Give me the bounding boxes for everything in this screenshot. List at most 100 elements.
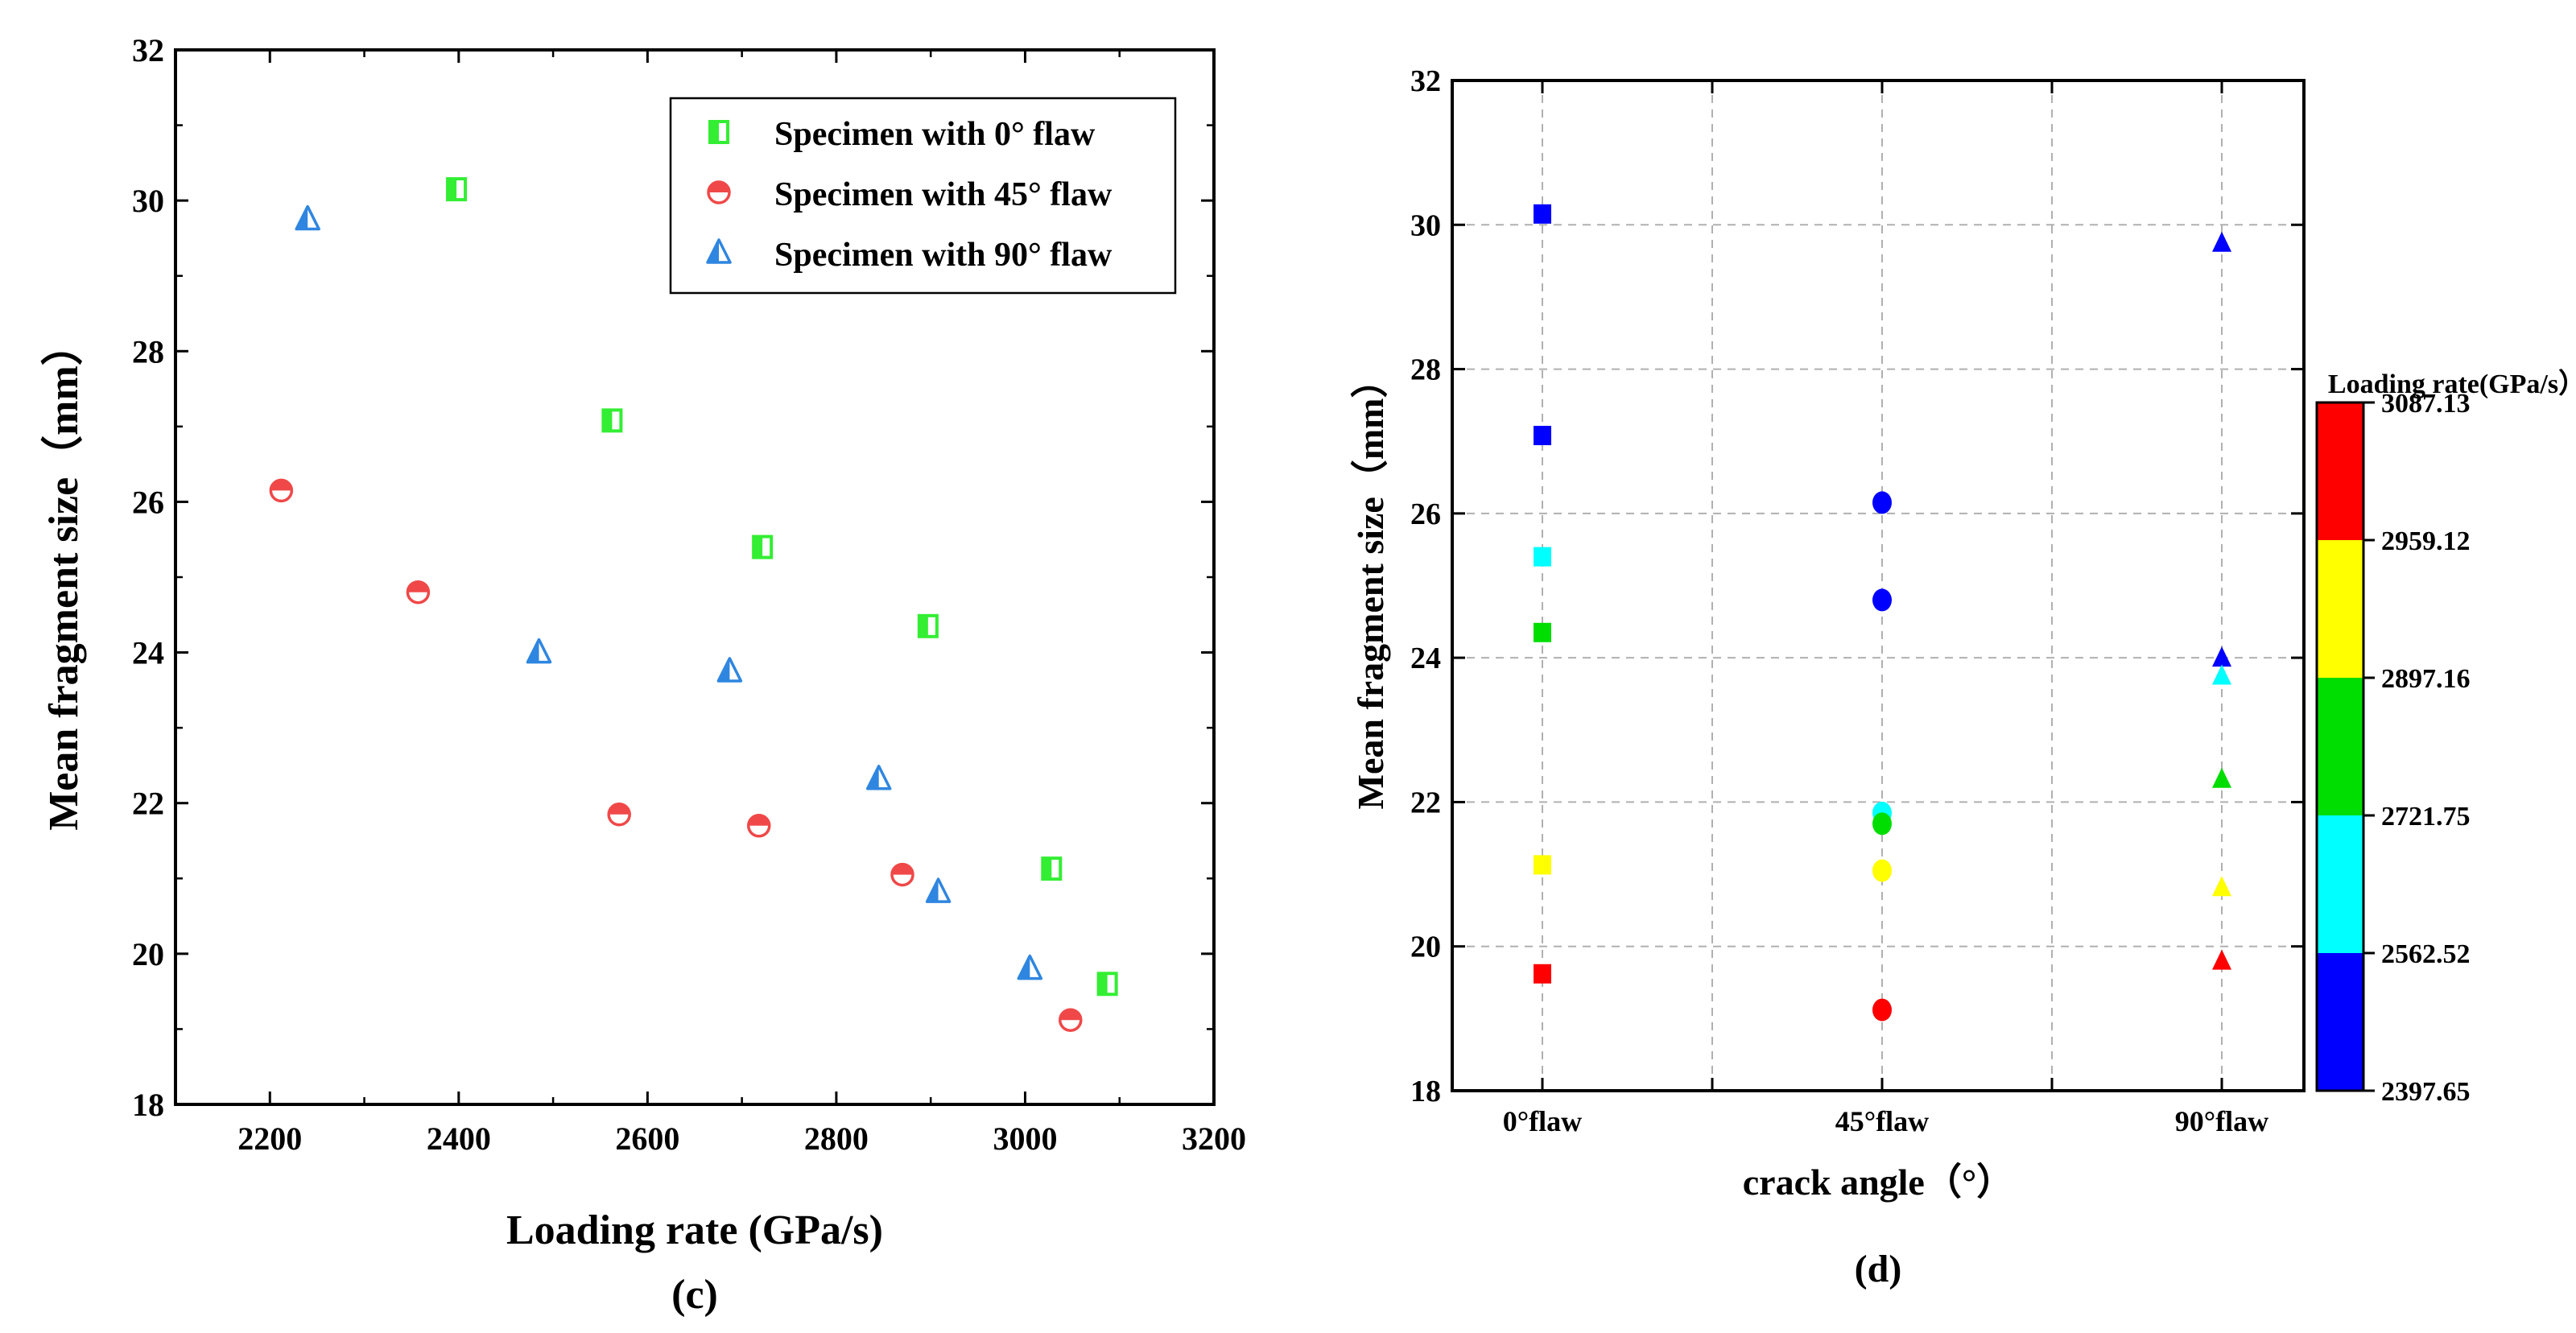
data-point-square <box>1534 547 1551 567</box>
y-tick-label: 26 <box>132 484 164 520</box>
data-point-triangle-fill <box>296 206 308 229</box>
colorbar-band <box>2317 402 2363 541</box>
data-point-circle-half <box>746 814 771 838</box>
data-point-triangle-fill <box>927 879 939 902</box>
colorbar-band <box>2317 953 2363 1092</box>
data-point-square-fill <box>919 615 928 637</box>
colorbar-tick-label: 2397.65 <box>2381 1077 2471 1107</box>
data-point-circle <box>1872 588 1892 612</box>
data-point-circle-fill <box>892 864 913 875</box>
y-tick-label: 22 <box>132 786 164 822</box>
data-point-triangle <box>2212 231 2231 252</box>
data-point-square-half <box>917 613 939 638</box>
data-point-square-half <box>446 177 468 202</box>
colorbar-tick-label: 3087.13 <box>2381 389 2471 419</box>
panel-c-x-axis-label: Loading rate (GPa/s) <box>506 1207 883 1253</box>
data-point-square-half <box>1041 856 1063 881</box>
x-tick-label: 45°flaw <box>1835 1105 1929 1137</box>
data-point-triangle-half <box>716 657 743 683</box>
data-point-circle-fill <box>407 581 429 592</box>
y-tick-label: 28 <box>1410 353 1441 387</box>
x-tick-label: 2400 <box>427 1120 491 1157</box>
data-point-triangle-half <box>865 765 892 790</box>
data-point-circle-half <box>607 803 631 827</box>
data-point-circle <box>1872 998 1892 1021</box>
data-point-circle-fill <box>609 803 630 815</box>
data-point-square-fill <box>448 179 457 200</box>
y-tick-label: 22 <box>1410 786 1441 819</box>
panel-c-legend: Specimen with 0° flaw Specimen with 45° f… <box>669 97 1177 295</box>
x-tick-label: 3000 <box>993 1120 1057 1157</box>
data-point-circle-half <box>1058 1008 1083 1032</box>
colorbar-tick-label: 2897.16 <box>2381 664 2471 694</box>
panel-d-colorbar: 3087.13 2959.12 2897.16 2721.75 2562.52 2397.… <box>2315 368 2576 1107</box>
data-point-circle-half <box>269 478 294 503</box>
panel-c-ticks <box>175 48 1216 1106</box>
panel-d-plot-frame <box>1451 79 2306 1092</box>
colorbar-tick-label: 2959.12 <box>2381 526 2471 556</box>
panel-d-grid <box>1452 80 2304 1091</box>
y-tick-label: 20 <box>132 936 164 972</box>
x-tick-label: 3200 <box>1182 1120 1246 1157</box>
colorbar-title: Loading rate(GPa/s） <box>2328 368 2576 399</box>
data-point-square-half <box>601 408 623 433</box>
data-point-triangle <box>2212 876 2231 897</box>
data-point-triangle <box>2212 664 2231 685</box>
data-point-triangle-half <box>1017 954 1043 980</box>
panel-d-tick-labels: 18 20 22 24 26 28 30 32 0°flaw 45°flaw 90°flaw <box>1410 64 2268 1137</box>
panel-c-label: (c) <box>671 1272 718 1318</box>
panel-c-points <box>269 177 1118 1032</box>
panel-d-label: (d) <box>1855 1248 1902 1290</box>
y-tick-label: 28 <box>132 333 164 369</box>
data-point-triangle-fill <box>1018 955 1030 979</box>
data-point-square-fill <box>603 410 613 431</box>
legend-label: Specimen with 0° flaw <box>774 116 1096 153</box>
colorbar-band <box>2317 540 2363 679</box>
data-point-triangle <box>2212 767 2231 788</box>
legend-marker <box>706 238 732 264</box>
y-tick-label: 32 <box>1410 64 1441 98</box>
data-point-square <box>1534 426 1551 446</box>
panel-c-y-axis-label: Mean fragment size（mm） <box>40 324 87 831</box>
legend-marker <box>708 120 729 144</box>
y-tick-label: 20 <box>1410 931 1441 964</box>
colorbar-band <box>2317 678 2363 816</box>
data-point-square <box>1534 964 1551 984</box>
legend-marker <box>707 180 731 204</box>
data-point-circle <box>1872 859 1892 882</box>
data-point-triangle-half <box>925 877 952 903</box>
y-tick-label: 18 <box>132 1087 164 1123</box>
colorbar-band <box>2317 815 2363 954</box>
legend-label: Specimen with 45° flaw <box>774 176 1113 213</box>
data-point-circle-fill <box>1059 1009 1081 1021</box>
y-tick-label: 32 <box>132 32 164 68</box>
data-point-triangle <box>2212 646 2231 667</box>
x-tick-label: 2600 <box>615 1120 679 1157</box>
panel-d-y-axis-label: Mean fragment size（mm） <box>1350 361 1391 810</box>
data-point-triangle-half <box>295 204 320 231</box>
panel-d-scatter: 18 20 22 24 26 28 30 32 0°flaw 45°flaw 90°flaw cra… <box>1350 64 2576 1290</box>
data-point-circle-fill <box>270 480 292 491</box>
y-tick-label: 24 <box>1410 642 1441 675</box>
colorbar-tick-label: 2721.75 <box>2381 802 2471 832</box>
data-point-square-fill <box>753 536 763 558</box>
legend-label: Specimen with 90° flaw <box>774 237 1113 274</box>
data-point-square <box>1534 622 1551 642</box>
data-point-square <box>1534 855 1551 875</box>
data-point-square-fill <box>1042 858 1052 880</box>
data-point-square <box>1534 204 1551 224</box>
data-point-circle-half <box>890 862 914 887</box>
data-point-circle <box>1872 812 1892 836</box>
data-point-square-fill <box>710 122 719 142</box>
data-point-circle-fill <box>708 182 729 192</box>
x-tick-label: 90°flaw <box>2175 1105 2268 1137</box>
data-point-circle-half <box>406 580 431 605</box>
data-point-circle-fill <box>748 815 770 826</box>
x-tick-label: 2200 <box>237 1120 302 1157</box>
legend-box <box>669 97 1177 295</box>
panel-d-x-axis-label: crack angle（°） <box>1743 1162 2014 1203</box>
panel-d-points <box>1534 204 2231 1021</box>
y-tick-label: 26 <box>1410 497 1441 531</box>
data-point-triangle-fill <box>708 240 719 262</box>
